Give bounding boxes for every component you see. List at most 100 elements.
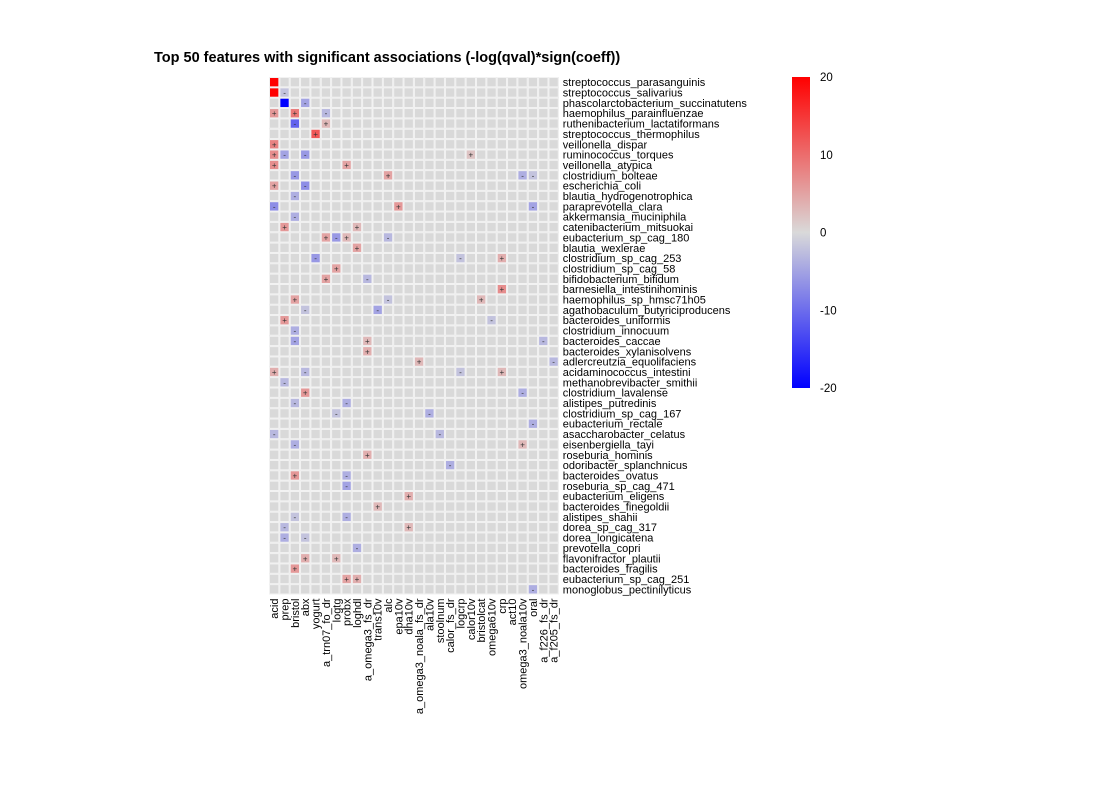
heatmap-cell-significant [279, 149, 290, 160]
heatmap-cell [269, 242, 280, 253]
row-label: bacteroides_ovatus [563, 470, 659, 482]
heatmap-cell-significant [310, 128, 321, 140]
heatmap-cell-significant [289, 397, 301, 409]
heatmap-cell [382, 211, 394, 222]
heatmap-cell [403, 553, 414, 564]
heatmap-cell [372, 108, 383, 119]
heatmap-cell [362, 584, 373, 595]
heatmap-cell [476, 542, 487, 554]
heatmap-cell [507, 377, 518, 388]
column-label: calor10v [466, 598, 478, 640]
heatmap-cell [403, 304, 414, 316]
heatmap-cell [289, 480, 301, 491]
heatmap-cell [455, 491, 466, 502]
cell-sign-label: + [355, 223, 360, 232]
heatmap-cell [538, 573, 549, 585]
heatmap-cell [465, 325, 476, 336]
heatmap-cell [403, 397, 414, 409]
heatmap-cell [362, 159, 373, 171]
heatmap-cell [424, 563, 435, 574]
row-label: roseburia_sp_cag_471 [563, 481, 675, 493]
heatmap-cell [341, 542, 352, 554]
heatmap-cell [465, 77, 476, 88]
heatmap-cell [382, 77, 394, 88]
heatmap-cell [269, 356, 280, 367]
cell-sign-label: - [490, 316, 493, 325]
heatmap-cell [486, 553, 497, 564]
heatmap-cell [538, 87, 549, 98]
heatmap-cell [341, 491, 352, 502]
heatmap-cell [310, 87, 321, 98]
heatmap-cell [279, 366, 290, 378]
heatmap-cell [403, 542, 414, 554]
heatmap-cell [362, 428, 373, 440]
heatmap-cell [434, 439, 445, 450]
heatmap-cell [527, 377, 539, 388]
heatmap-cell [403, 418, 414, 429]
heatmap-cell [372, 387, 383, 398]
heatmap-cell [382, 346, 394, 357]
heatmap-cell [413, 408, 425, 419]
heatmap-cell [507, 511, 518, 523]
heatmap-cell [372, 428, 383, 440]
heatmap-cell [289, 366, 301, 378]
heatmap-cell [434, 252, 445, 264]
heatmap-cell [444, 273, 456, 284]
heatmap-cell [403, 459, 414, 471]
heatmap-cell [341, 77, 352, 88]
heatmap-cell [351, 387, 363, 398]
heatmap-cell [548, 221, 559, 233]
heatmap-cell [527, 221, 539, 233]
heatmap-cell [444, 397, 456, 409]
heatmap-cell [548, 232, 559, 243]
heatmap-cell [300, 542, 311, 554]
heatmap-cell [403, 221, 414, 233]
heatmap-cell [496, 346, 508, 357]
heatmap-cell [434, 397, 445, 409]
heatmap-cell [455, 97, 466, 109]
heatmap-cell [403, 377, 414, 388]
heatmap-cell [455, 304, 466, 316]
heatmap-cell [310, 491, 321, 502]
heatmap-cell [310, 532, 321, 543]
heatmap-cell [444, 542, 456, 554]
cell-sign-label: - [376, 306, 379, 315]
heatmap-cell [507, 77, 518, 88]
cell-sign-label: - [532, 202, 535, 211]
heatmap-cell [413, 428, 425, 440]
heatmap-cell [517, 563, 528, 574]
heatmap-cell [455, 159, 466, 171]
heatmap-cell [382, 470, 394, 481]
heatmap-cell-significant [351, 242, 363, 253]
heatmap-cell [548, 439, 559, 450]
heatmap-cell [455, 511, 466, 523]
heatmap-cell-significant [372, 501, 383, 512]
heatmap-cell [279, 108, 290, 119]
heatmap-cell [320, 573, 332, 585]
heatmap-cell [382, 387, 394, 398]
heatmap-cell [424, 542, 435, 554]
heatmap-cell [434, 284, 445, 295]
heatmap-cell [320, 366, 332, 378]
heatmap-cell [372, 449, 383, 460]
heatmap-cell [424, 573, 435, 585]
heatmap-cell [362, 139, 373, 150]
heatmap-cell [496, 273, 508, 284]
heatmap-cell [300, 573, 311, 585]
heatmap-cell [424, 387, 435, 398]
heatmap-cell-significant [341, 470, 352, 481]
heatmap-cell [331, 108, 342, 119]
heatmap-cell [372, 377, 383, 388]
heatmap-cell [269, 377, 280, 388]
cell-sign-label: - [345, 399, 348, 408]
cell-sign-label: + [334, 264, 339, 273]
heatmap-cell [465, 532, 476, 543]
heatmap-cell-significant [548, 356, 559, 367]
heatmap-cell [507, 190, 518, 202]
heatmap-cell-significant [403, 522, 414, 533]
heatmap-cell [507, 563, 518, 574]
heatmap-cell [476, 273, 487, 284]
heatmap-cell [517, 470, 528, 481]
heatmap-cell [424, 252, 435, 264]
heatmap-cell [486, 252, 497, 264]
